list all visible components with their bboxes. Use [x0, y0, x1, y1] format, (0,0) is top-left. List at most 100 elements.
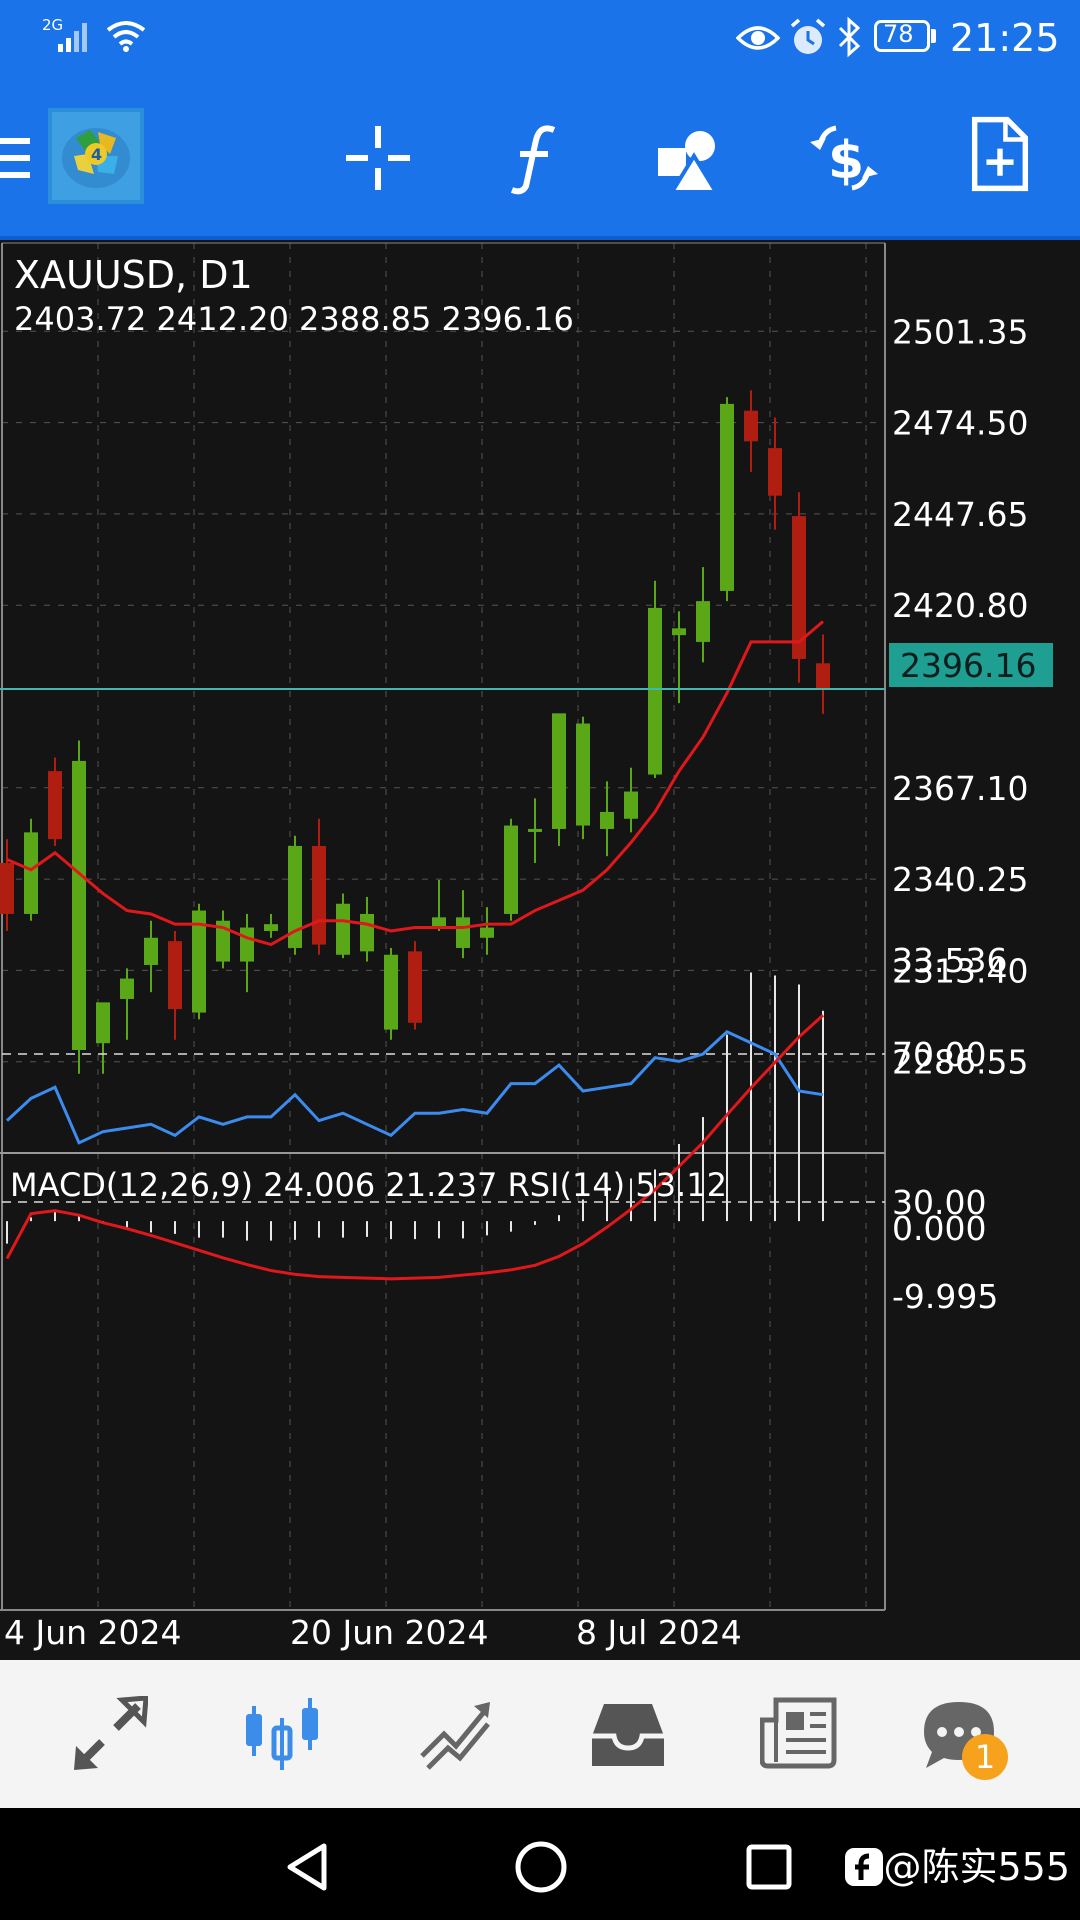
- candle-body: [96, 1002, 110, 1044]
- indicator-axis-label: -9.995: [892, 1277, 998, 1316]
- candle-body: [312, 845, 326, 945]
- candle-body: [72, 760, 86, 1050]
- candle-body: [744, 410, 758, 442]
- chart-grid: [2, 243, 885, 1610]
- eye-icon: [736, 26, 780, 50]
- system-navigation: [0, 1808, 1080, 1920]
- trade-icon[interactable]: $: [806, 120, 882, 196]
- candle-body: [408, 951, 422, 1023]
- status-bar: 2G 78 21:25: [0, 0, 1080, 80]
- objects-icon[interactable]: [652, 120, 728, 196]
- candle-body: [48, 771, 62, 840]
- candle-body: [672, 628, 686, 636]
- candle-body: [720, 403, 734, 591]
- price-axis-label: 2367.10: [892, 769, 1028, 808]
- wifi-icon: [106, 21, 146, 52]
- history-icon[interactable]: [590, 1700, 666, 1770]
- candle-body: [456, 917, 470, 948]
- chart-icon[interactable]: [242, 1694, 322, 1774]
- candle-body: [552, 713, 566, 829]
- rsi-line: [5, 1030, 824, 1145]
- quotes-icon[interactable]: [72, 1696, 148, 1772]
- clock: 21:25: [950, 16, 1060, 60]
- candle-body: [24, 832, 38, 914]
- chart-canvas[interactable]: 2501.35 2474.50 2447.65 2420.80 2367.10 2340.…: [0, 240, 1080, 1660]
- candle-body: [360, 913, 374, 952]
- candle-body: [384, 954, 398, 1030]
- toolbar: 4 $: [0, 80, 1080, 238]
- moving-average-line: [6, 620, 824, 947]
- candle-body: [144, 937, 158, 965]
- candle-body: [240, 927, 254, 962]
- axis-labels: 2501.35 2474.50 2447.65 2420.80 2367.10 2340.…: [0, 312, 1028, 1652]
- indicator-axis-label: 33.536: [892, 941, 1007, 980]
- indicator-axis-label: 70.00: [892, 1035, 986, 1074]
- candle-body: [696, 601, 710, 642]
- indicator-axis-label: 30.00: [892, 1183, 986, 1222]
- app-logo[interactable]: 4: [48, 108, 144, 204]
- ohlc-values: 2403.72 2412.20 2388.85 2396.16: [14, 300, 574, 338]
- indicator-header: MACD(12,26,9) 24.006 21.237 RSI(14) 53.1…: [10, 1166, 727, 1204]
- price-axis-label: 2474.50: [892, 404, 1028, 443]
- candle-body: [528, 828, 542, 832]
- price-axis-label: 2340.25: [892, 860, 1028, 899]
- date-axis-label: 8 Jul 2024: [576, 1613, 742, 1652]
- candle-body: [0, 862, 14, 914]
- candle-body: [504, 825, 518, 914]
- price-axis-label: 2420.80: [892, 586, 1028, 625]
- symbol-timeframe: XAUUSD, D1: [14, 253, 253, 297]
- indicator-lines: [2, 620, 885, 1281]
- recents-icon[interactable]: [746, 1844, 792, 1890]
- signal-icon: [58, 23, 87, 52]
- alarm-icon: [790, 18, 826, 54]
- candle-body: [120, 978, 134, 999]
- candle-body: [600, 811, 614, 829]
- battery-level: 78: [883, 20, 914, 48]
- chart-area[interactable]: 2501.35 2474.50 2447.65 2420.80 2367.10 2340.…: [0, 240, 1080, 1660]
- date-axis-label: 20 Jun 2024: [290, 1613, 489, 1652]
- macd-histogram: [6, 972, 824, 1244]
- current-price-tag: 2396.16: [889, 643, 1053, 687]
- price-axis-label: 2501.35: [892, 312, 1028, 351]
- back-icon[interactable]: [284, 1842, 332, 1892]
- candle-body: [216, 920, 230, 962]
- svg-text:4: 4: [91, 145, 102, 164]
- candle-body: [816, 663, 830, 689]
- menu-icon[interactable]: [0, 132, 32, 184]
- news-icon[interactable]: [760, 1696, 838, 1770]
- candle-body: [624, 791, 638, 819]
- candle-body: [336, 903, 350, 955]
- svg-text:$: $: [828, 131, 864, 191]
- candle-body: [576, 723, 590, 826]
- bluetooth-icon: [838, 16, 861, 58]
- candle-body: [288, 845, 302, 948]
- indicators-icon[interactable]: [496, 120, 572, 196]
- app-watermark-logo: [845, 1848, 884, 1886]
- candle-body: [168, 941, 182, 1010]
- candle-body: [792, 516, 806, 659]
- candle-body: [768, 448, 782, 496]
- candle-body: [480, 927, 494, 938]
- watermark: @陈实555: [845, 1836, 1070, 1891]
- price-axis-label: 2447.65: [892, 495, 1028, 534]
- price-axis-label: 2313.40: [892, 951, 1028, 990]
- network-label: 2G: [42, 16, 64, 34]
- battery-icon: 78: [874, 20, 930, 52]
- indicator-axis-label: 0.000: [892, 1209, 986, 1248]
- messages-button[interactable]: 1: [920, 1698, 1010, 1788]
- bottom-navigation: 1: [0, 1660, 1080, 1808]
- trade-nav-icon[interactable]: [418, 1698, 494, 1770]
- candle-body: [192, 910, 206, 1013]
- new-order-icon[interactable]: [962, 116, 1038, 192]
- toolbar-separator: [0, 236, 1080, 240]
- messages-badge: 1: [962, 1734, 1008, 1780]
- current-price-label: 2396.16: [900, 646, 1036, 685]
- price-axis-label: 2286.55: [892, 1043, 1028, 1082]
- crosshair-icon[interactable]: [340, 120, 416, 196]
- date-axis-label: 4 Jun 2024: [4, 1613, 182, 1652]
- candle-body: [264, 924, 278, 931]
- home-icon[interactable]: [514, 1840, 568, 1894]
- candle-body: [432, 917, 446, 928]
- macd-signal-line: [5, 1014, 825, 1281]
- candle-body: [648, 607, 662, 775]
